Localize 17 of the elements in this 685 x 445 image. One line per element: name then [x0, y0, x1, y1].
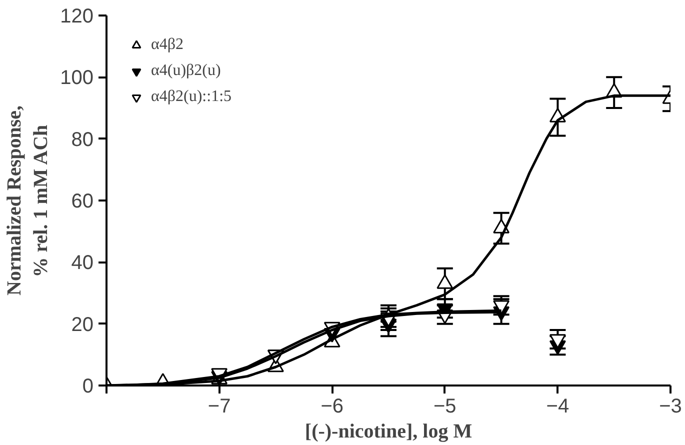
legend-label: α4β2(u)::1:5: [151, 88, 232, 106]
x-tick-label: −7: [208, 396, 231, 418]
y-tick-label: 80: [71, 128, 94, 151]
x-axis-title: [(-)-nicotine], log M: [304, 420, 472, 442]
y-tick-label: 40: [71, 252, 94, 274]
x-tick-label: −5: [434, 396, 456, 418]
y-axis-title: Normalized Response, % rel. 1 mM ACh: [4, 106, 52, 296]
y-tick-label: 120: [60, 6, 94, 28]
x-tick-label: −6: [320, 396, 344, 418]
y-tick-label: 0: [82, 376, 94, 398]
legend-label: α4(u)β2(u): [151, 62, 221, 80]
legend-label: α4β2: [151, 36, 184, 54]
y-tick-label: 100: [60, 67, 94, 90]
y-tick-label: 20: [71, 314, 94, 336]
y-tick-label: 60: [71, 190, 94, 212]
x-tick-label: −4: [546, 396, 570, 418]
x-tick-label: −3: [659, 396, 682, 418]
